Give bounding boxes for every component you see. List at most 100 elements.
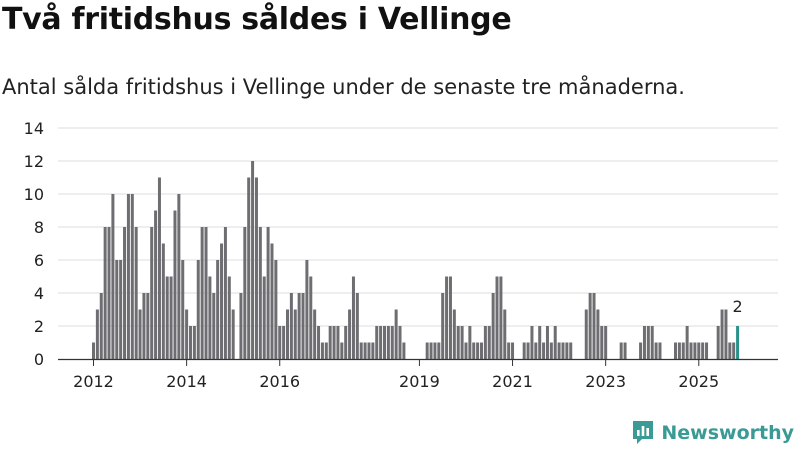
y-axis-ticks: 0 2 4 6 8 10 12 14 — [24, 119, 44, 369]
bar — [95, 309, 99, 359]
bar — [371, 342, 375, 359]
bar — [379, 326, 383, 359]
bar — [204, 227, 208, 359]
bar — [623, 342, 627, 359]
bar — [254, 177, 258, 359]
bar — [499, 276, 503, 359]
bar — [150, 227, 154, 359]
bar — [262, 276, 266, 359]
bar — [173, 210, 177, 359]
bar — [534, 342, 538, 359]
bar — [464, 342, 468, 359]
bar — [491, 293, 495, 359]
bar — [604, 326, 608, 359]
bar — [274, 260, 278, 359]
chart-title: Två fritidshus såldes i Vellinge — [2, 2, 512, 37]
chart-subtitle: Antal sålda fritidshus i Vellinge under … — [2, 75, 685, 99]
bar — [545, 326, 549, 359]
bar — [189, 326, 192, 359]
bar — [592, 293, 596, 359]
bar — [503, 309, 507, 359]
bar — [433, 342, 437, 359]
bar — [134, 227, 138, 359]
bar — [472, 342, 476, 359]
bar — [123, 227, 127, 359]
bar — [192, 326, 196, 359]
x-tick-label: 2016 — [259, 372, 300, 391]
bar — [313, 309, 317, 359]
bar — [569, 342, 573, 359]
bar — [383, 326, 386, 359]
x-tick-label: 2025 — [678, 372, 719, 391]
bar — [107, 227, 111, 359]
y-tick-label: 6 — [34, 251, 44, 270]
bar — [216, 260, 220, 359]
bar — [367, 342, 371, 359]
bar — [212, 293, 216, 359]
bar — [165, 276, 169, 359]
bar — [142, 293, 146, 359]
bar — [549, 342, 553, 359]
bar — [507, 342, 511, 359]
bar — [138, 309, 142, 359]
bar — [293, 309, 297, 359]
bar — [208, 276, 212, 359]
bar — [646, 326, 650, 359]
bar — [596, 309, 600, 359]
bar — [394, 309, 398, 359]
bar — [390, 326, 394, 359]
bar — [320, 342, 324, 359]
x-tick-label: 2021 — [492, 372, 533, 391]
y-tick-label: 8 — [34, 218, 44, 237]
bar — [557, 342, 561, 359]
bar — [99, 293, 103, 359]
x-tick-label: 2019 — [399, 372, 440, 391]
bar — [161, 243, 165, 359]
bar — [359, 342, 363, 359]
bar — [146, 293, 150, 359]
data-labels: 2 — [732, 297, 742, 316]
bar — [724, 309, 728, 359]
bar — [697, 342, 701, 359]
bar — [701, 342, 705, 359]
newsworthy-brand: Newsworthy — [631, 420, 794, 446]
y-tick-label: 12 — [24, 152, 44, 171]
data-label-latest: 2 — [732, 297, 742, 316]
bar — [286, 309, 289, 359]
bar — [654, 342, 658, 359]
x-axis-ticks: 2012 2014 2016 2019 2021 2023 2025 — [73, 360, 719, 391]
bar — [301, 293, 305, 359]
bar — [154, 210, 158, 359]
bar — [223, 227, 227, 359]
bar — [522, 342, 526, 359]
y-tick-label: 10 — [24, 185, 44, 204]
bar — [619, 342, 623, 359]
y-tick-label: 2 — [34, 317, 44, 336]
bar — [689, 342, 693, 359]
bar — [324, 342, 328, 359]
bar — [200, 227, 204, 359]
bar — [348, 309, 352, 359]
bar — [309, 276, 313, 359]
bar-highlight — [736, 326, 740, 359]
bar — [584, 309, 588, 359]
bar — [344, 326, 348, 359]
bar — [227, 276, 231, 359]
bar — [448, 276, 452, 359]
bar — [437, 342, 441, 359]
bar — [363, 342, 367, 359]
bar — [103, 227, 107, 359]
bar — [340, 342, 344, 359]
bar — [177, 194, 181, 359]
y-tick-label: 4 — [34, 284, 44, 303]
bar — [169, 276, 173, 359]
x-tick-label: 2023 — [585, 372, 626, 391]
bar — [157, 177, 161, 359]
bar — [495, 276, 499, 359]
bar — [716, 326, 720, 359]
bar — [297, 293, 301, 359]
bar — [685, 326, 689, 359]
brand-name: Newsworthy — [661, 422, 794, 444]
bar — [642, 326, 646, 359]
bar — [538, 326, 542, 359]
